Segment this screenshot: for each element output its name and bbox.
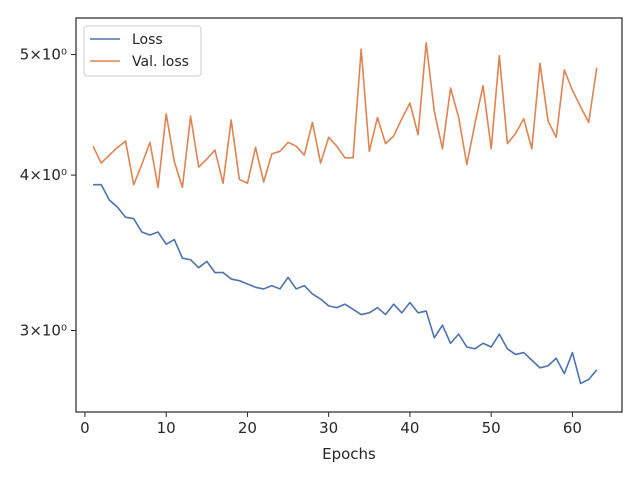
x-tick-label: 40 (400, 419, 419, 437)
x-tick-label: 10 (157, 419, 176, 437)
x-tick-label: 20 (238, 419, 257, 437)
series-line-val-loss (92, 41, 598, 189)
x-axis-label: Epochs (322, 445, 376, 463)
axes-frame (75, 17, 623, 413)
series-line-loss (93, 183, 598, 385)
plot-area (92, 41, 598, 385)
y-axis: 3×10⁰ 4×10⁰ 5×10⁰ (20, 46, 76, 340)
x-axis: 0 10 20 30 40 50 60 (80, 412, 582, 437)
legend: Loss Val. loss (83, 25, 202, 77)
legend-label-loss: Loss (132, 32, 163, 48)
legend-label-val-loss: Val. loss (132, 54, 189, 70)
x-tick-label: 60 (563, 419, 582, 437)
x-tick-label: 30 (319, 419, 338, 437)
x-tick-label: 50 (482, 419, 501, 437)
y-tick-label: 5×10⁰ (20, 46, 67, 64)
y-tick-label: 3×10⁰ (20, 322, 67, 340)
y-tick-label: 4×10⁰ (20, 166, 67, 184)
x-tick-label: 0 (80, 419, 90, 437)
